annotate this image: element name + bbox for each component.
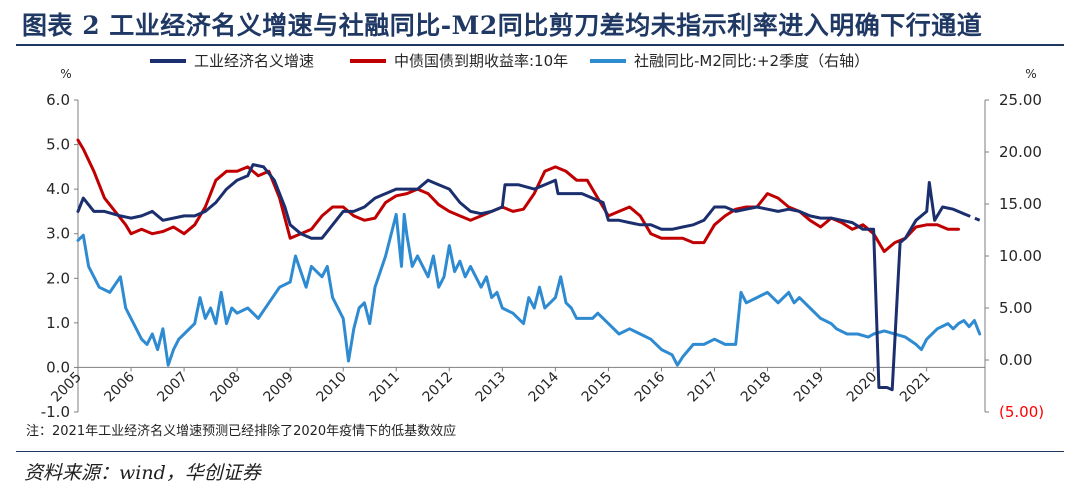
left-tick-label: -1.0 [41,403,70,421]
right-axis-unit: % [1025,67,1036,81]
legend-item-bond-yield: 中债国债到期收益率:10年 [350,50,568,71]
right-tick-label: 25.00 [999,91,1042,109]
x-tick-label: 2007 [154,369,191,406]
left-tick-label: 2.0 [46,269,70,287]
legend: 工业经济名义增速 中债国债到期收益率:10年 社融同比-M2同比:+2季度（右轴… [0,50,1080,74]
legend-item-tsf-m2: 社融同比-M2同比:+2季度（右轴） [590,50,869,71]
x-tick-label: 2013 [473,369,510,406]
x-tick-label: 2015 [579,369,616,406]
series-industrial-nominal-growth [76,163,966,392]
right-tick-label: (5.00) [999,403,1044,421]
legend-label-tsf-m2: 社融同比-M2同比:+2季度（右轴） [634,52,870,70]
x-tick-label: 2016 [632,369,669,406]
left-axis-unit: % [60,67,71,81]
legend-item-industrial: 工业经济名义增速 [150,50,314,71]
x-tick-label: 2008 [207,369,244,406]
chart-title: 图表 2 工业经济名义增速与社融同比-M2同比剪刀差均未指示利率进入明确下行通道 [22,11,983,40]
x-tick-label: 2017 [685,369,722,406]
legend-swatch-tsf-m2 [590,58,626,63]
x-tick-label: 2021 [897,369,934,406]
left-tick-label: 3.0 [46,225,70,243]
series-tsf-minus-m2 [76,212,982,367]
right-tick-label: 0.00 [999,351,1032,369]
chart-axes: % % 6.0 5.0 4.0 3.0 2.0 1.0 0.0 -1.0 25.00 20.00 15.… [41,67,1044,421]
left-tick-label: 6.0 [46,91,70,109]
x-tick-label: 2020 [844,369,881,406]
chart-canvas: % % 6.0 5.0 4.0 3.0 2.0 1.0 0.0 -1.0 25.00 20.00 15.… [41,67,1044,421]
left-tick-label: 1.0 [46,314,70,332]
left-tick-label: 0.0 [46,358,70,376]
legend-label-bond-yield: 中债国债到期收益率:10年 [394,52,569,70]
x-tick-label: 2014 [526,369,563,406]
footer-divider [16,451,1064,452]
left-tick-label: 4.0 [46,180,70,198]
x-tick-label: 2012 [420,369,457,406]
title-divider [16,44,1064,46]
x-tick-label: 2010 [314,369,351,406]
chart-note: 注：2021年工业经济名义增速预测已经排除了2020年疫情下的低基数效应 [26,424,457,439]
source-line: 资料来源：wind，华创证券 [24,462,261,484]
x-tick-label: 2019 [791,369,828,406]
legend-swatch-industrial [150,58,186,63]
legend-label-industrial: 工业经济名义增速 [194,52,315,70]
right-tick-label: 10.00 [999,247,1042,265]
left-tick-label: 5.0 [46,136,70,154]
chart-series [76,138,982,392]
right-tick-label: 5.00 [999,299,1032,317]
legend-swatch-bond-yield [350,58,386,63]
x-tick-label: 2009 [260,369,297,406]
x-tick-label: 2011 [367,369,404,406]
right-tick-label: 20.00 [999,143,1042,161]
series-industrial-nominal-growth-forecast [963,212,981,222]
x-tick-label: 2018 [738,369,775,406]
series-10y-bond-yield [76,138,960,253]
right-tick-label: 15.00 [999,195,1042,213]
x-tick-label: 2006 [101,369,138,406]
